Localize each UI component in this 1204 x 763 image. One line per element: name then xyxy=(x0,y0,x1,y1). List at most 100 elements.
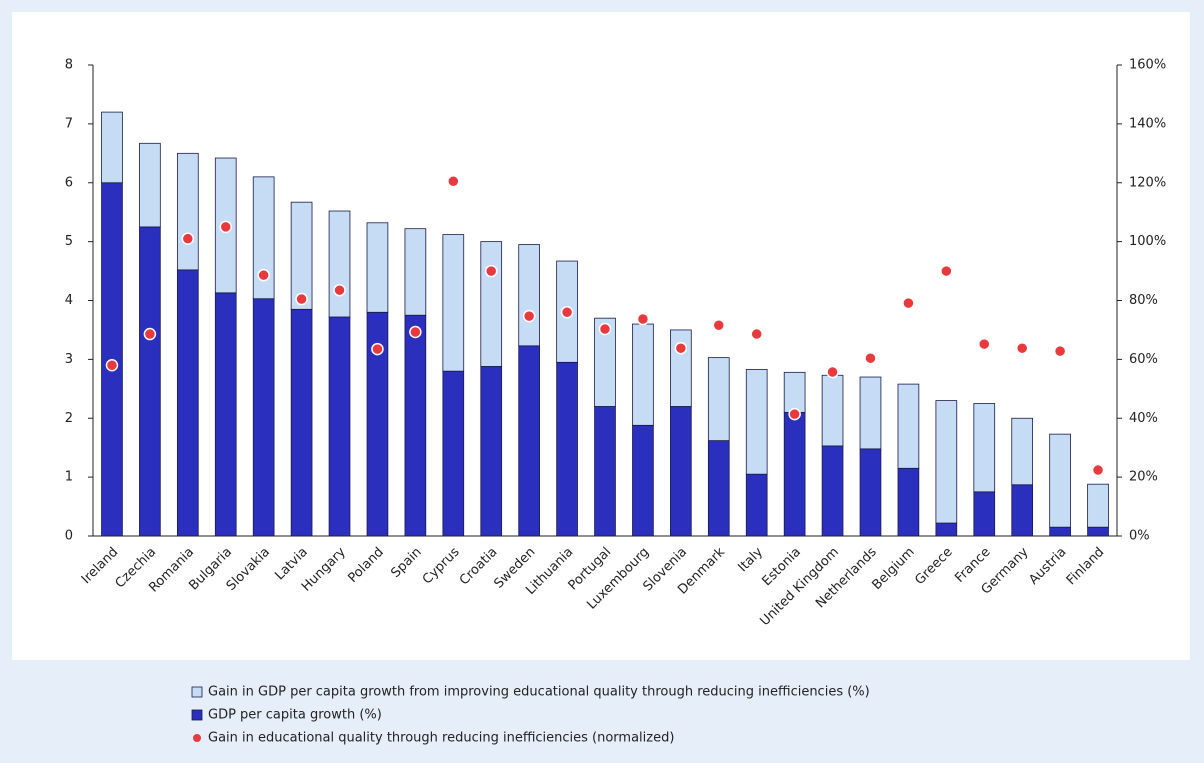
dot xyxy=(181,232,195,245)
bar-segment xyxy=(859,448,882,537)
bar-segment xyxy=(1049,433,1071,528)
legend-marker xyxy=(191,686,203,698)
y-tick-label: 6 xyxy=(65,175,73,190)
dot xyxy=(712,318,726,332)
bar-segment xyxy=(290,201,313,310)
bar-segment xyxy=(821,374,844,447)
y2-tick-label: 140% xyxy=(1129,116,1166,131)
bar-segment xyxy=(480,366,503,537)
bar-segment xyxy=(745,368,768,475)
bar-segment xyxy=(859,376,882,450)
y2-tick-label: 20% xyxy=(1129,470,1158,485)
y2-tick-label: 80% xyxy=(1129,293,1158,308)
bar-segment xyxy=(783,371,806,413)
bar-segment xyxy=(1011,417,1034,486)
bar-segment xyxy=(214,292,237,537)
dot xyxy=(750,327,763,341)
bar-segment xyxy=(252,176,275,300)
dot xyxy=(1015,341,1029,355)
legend-label: Gain in GDP per capita growth from impro… xyxy=(208,685,870,700)
bar-segment xyxy=(101,111,123,184)
bar-segment xyxy=(518,345,540,537)
legend-marker xyxy=(191,709,203,721)
y2-tick-label: 40% xyxy=(1129,411,1158,426)
y-tick-label: 3 xyxy=(65,352,73,367)
dot xyxy=(409,325,422,339)
legend-label: Gain in educational quality through redu… xyxy=(208,731,674,746)
dot xyxy=(598,322,612,336)
dot xyxy=(674,341,688,355)
bar-segment xyxy=(252,298,275,537)
y2-tick-label: 60% xyxy=(1129,352,1158,367)
y-tick-label: 8 xyxy=(65,58,73,73)
bar-segment xyxy=(176,269,199,537)
dot xyxy=(826,365,839,379)
legend-label: GDP per capita growth (%) xyxy=(208,708,382,723)
bar-segment xyxy=(632,424,654,537)
y-tick-label: 5 xyxy=(65,234,73,249)
bar-segment xyxy=(897,467,920,537)
bar-segment xyxy=(518,244,540,347)
bar-segment xyxy=(1087,483,1109,528)
bar-segment xyxy=(594,406,616,537)
y2-tick-label: 100% xyxy=(1129,234,1166,249)
bar-segment xyxy=(442,234,465,372)
y-tick-label: 4 xyxy=(65,293,73,308)
bar-segment xyxy=(176,152,199,271)
dot xyxy=(978,337,991,351)
bar-segment xyxy=(442,370,465,537)
dot xyxy=(864,351,877,365)
bar-segment xyxy=(897,383,920,469)
bar-segment xyxy=(480,241,503,367)
bar-segment xyxy=(632,323,654,426)
bar-segment xyxy=(404,314,427,537)
dot xyxy=(105,359,119,372)
dot xyxy=(219,220,232,234)
bar-segment xyxy=(1011,484,1034,537)
dot xyxy=(447,175,460,188)
bar-segment xyxy=(1049,526,1071,537)
bar-segment xyxy=(290,308,313,537)
bar-segment xyxy=(670,329,692,407)
bar-segment xyxy=(594,317,616,407)
dot xyxy=(522,309,536,323)
y2-tick-label: 160% xyxy=(1129,58,1166,73)
bar-segment xyxy=(366,222,389,313)
bar-segment xyxy=(139,142,161,228)
bar-segment xyxy=(935,400,958,524)
dot xyxy=(484,264,498,278)
bar-segment xyxy=(935,522,958,537)
y-tick-label: 0 xyxy=(65,529,73,544)
y-tick-label: 2 xyxy=(65,411,73,426)
dot xyxy=(333,283,346,297)
bar-segment xyxy=(973,491,996,537)
dot xyxy=(143,327,157,341)
dot xyxy=(560,306,574,319)
bar-segment xyxy=(139,226,161,537)
y2-tick-label: 0% xyxy=(1129,529,1150,544)
bar-segment xyxy=(1087,526,1109,537)
bar-segment xyxy=(821,445,844,537)
dot xyxy=(940,264,953,278)
bar-segment xyxy=(745,473,768,537)
dot xyxy=(371,342,384,356)
bar-segment xyxy=(556,361,578,537)
dot xyxy=(1091,463,1105,477)
dot xyxy=(1053,344,1067,358)
bar-segment xyxy=(670,406,692,537)
dot xyxy=(636,312,650,326)
dot xyxy=(788,407,801,421)
bar-segment xyxy=(404,228,427,316)
dot xyxy=(295,292,308,306)
bar-segment xyxy=(707,440,730,537)
dot xyxy=(902,296,915,310)
bar-segment xyxy=(707,357,730,442)
bar-segment xyxy=(783,411,806,537)
bar-segment xyxy=(328,210,351,318)
dot xyxy=(257,268,270,282)
y-tick-label: 7 xyxy=(65,116,73,131)
y-tick-label: 1 xyxy=(65,470,73,485)
y2-tick-label: 120% xyxy=(1129,175,1166,190)
bar-segment xyxy=(328,316,351,537)
